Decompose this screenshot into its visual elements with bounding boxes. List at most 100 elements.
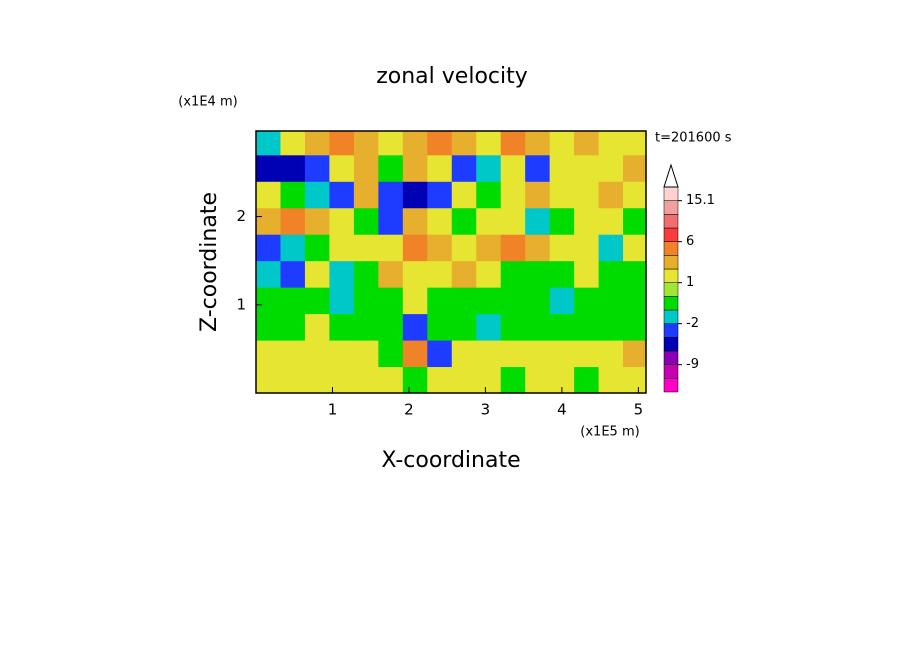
contour-cell xyxy=(280,181,306,209)
plot-frame xyxy=(255,130,647,394)
contour-cell xyxy=(598,340,624,368)
contour-cell xyxy=(451,287,477,315)
contour-cell xyxy=(329,207,355,235)
contour-cell xyxy=(549,131,575,156)
contour-cell xyxy=(353,287,379,315)
contour-cell xyxy=(598,313,624,341)
contour-cell xyxy=(402,154,428,182)
contour-cell xyxy=(451,313,477,341)
contour-cell xyxy=(378,181,404,209)
contour-cell xyxy=(549,340,575,368)
y-tick-label: 1 xyxy=(236,295,246,313)
colorbar-box xyxy=(663,255,679,270)
x-tick-label: 4 xyxy=(557,401,567,419)
contour-cell xyxy=(623,154,646,182)
contour-cell xyxy=(598,154,624,182)
contour-cell xyxy=(451,340,477,368)
contour-cell xyxy=(402,340,428,368)
contour-cell xyxy=(256,154,281,182)
contour-cell xyxy=(500,181,526,209)
contour-cell xyxy=(451,234,477,262)
contour-cell xyxy=(476,207,502,235)
contour-cell xyxy=(256,366,281,393)
contour-cell xyxy=(304,181,330,209)
contour-cell xyxy=(623,313,646,341)
contour-cell xyxy=(525,154,551,182)
contour-cell xyxy=(623,260,646,288)
contour-cell xyxy=(256,131,281,156)
contour-cell xyxy=(525,366,551,393)
contour-cell xyxy=(451,260,477,288)
contour-cell xyxy=(598,234,624,262)
contour-cell xyxy=(476,313,502,341)
contour-cell xyxy=(304,340,330,368)
contour-cell xyxy=(574,131,600,156)
contour-cell xyxy=(280,207,306,235)
contour-cell xyxy=(525,340,551,368)
contour-cell xyxy=(256,234,281,262)
colorbar-label: 6 xyxy=(686,234,694,249)
contour-cell xyxy=(598,181,624,209)
contour-cell xyxy=(378,154,404,182)
contour-cell xyxy=(256,340,281,368)
contour-cell xyxy=(329,131,355,156)
contour-cell xyxy=(280,340,306,368)
contour-cell xyxy=(451,366,477,393)
contour-cell xyxy=(549,181,575,209)
contour-cell xyxy=(353,313,379,341)
contour-cell xyxy=(476,340,502,368)
contour-cell xyxy=(353,340,379,368)
colorbar-box xyxy=(663,200,679,215)
contour-cell xyxy=(476,131,502,156)
contour-cell xyxy=(574,207,600,235)
contour-cell xyxy=(353,131,379,156)
x-tick-label: 3 xyxy=(481,401,491,419)
contour-cell xyxy=(427,131,453,156)
contour-cell xyxy=(500,340,526,368)
contour-cell xyxy=(549,260,575,288)
contour-cell xyxy=(574,366,600,393)
colorbar-box xyxy=(663,214,679,229)
contour-cell xyxy=(451,154,477,182)
contour-cell xyxy=(500,207,526,235)
contour-cell xyxy=(402,234,428,262)
contour-cell xyxy=(256,181,281,209)
contour-cell xyxy=(378,287,404,315)
x-tick-label: 1 xyxy=(328,401,338,419)
contour-cell xyxy=(378,366,404,393)
contour-cell xyxy=(329,340,355,368)
colorbar-box xyxy=(663,241,679,256)
contour-cell xyxy=(623,234,646,262)
colorbar-label: 15.1 xyxy=(686,193,715,208)
contour-cell xyxy=(549,313,575,341)
contour-cell xyxy=(353,207,379,235)
contour-cell xyxy=(598,260,624,288)
contour-cell xyxy=(378,260,404,288)
contour-cell xyxy=(280,234,306,262)
contour-cell xyxy=(525,207,551,235)
contour-cell xyxy=(574,234,600,262)
contour-cell xyxy=(500,366,526,393)
contour-cell xyxy=(304,207,330,235)
contour-cell xyxy=(353,181,379,209)
colorbar-box xyxy=(663,282,679,297)
contour-cell xyxy=(476,260,502,288)
contour-cell xyxy=(598,287,624,315)
contour-cell xyxy=(329,181,355,209)
colorbar-box xyxy=(663,378,679,393)
colorbar-label: -9 xyxy=(686,357,699,372)
contour-cell xyxy=(427,154,453,182)
x-tick-label: 5 xyxy=(634,401,644,419)
y-scale-label: (x1E4 m) xyxy=(178,95,237,110)
contour-cell xyxy=(549,207,575,235)
contour-cell xyxy=(353,154,379,182)
contour-cell xyxy=(402,313,428,341)
contour-cell xyxy=(525,181,551,209)
contour-cell xyxy=(402,287,428,315)
y-tick-label: 2 xyxy=(236,207,246,225)
x-tick-label: 2 xyxy=(404,401,414,419)
colorbar-box xyxy=(663,268,679,283)
contour-cell xyxy=(598,131,624,156)
contour-cell xyxy=(280,154,306,182)
contour-cell xyxy=(525,234,551,262)
